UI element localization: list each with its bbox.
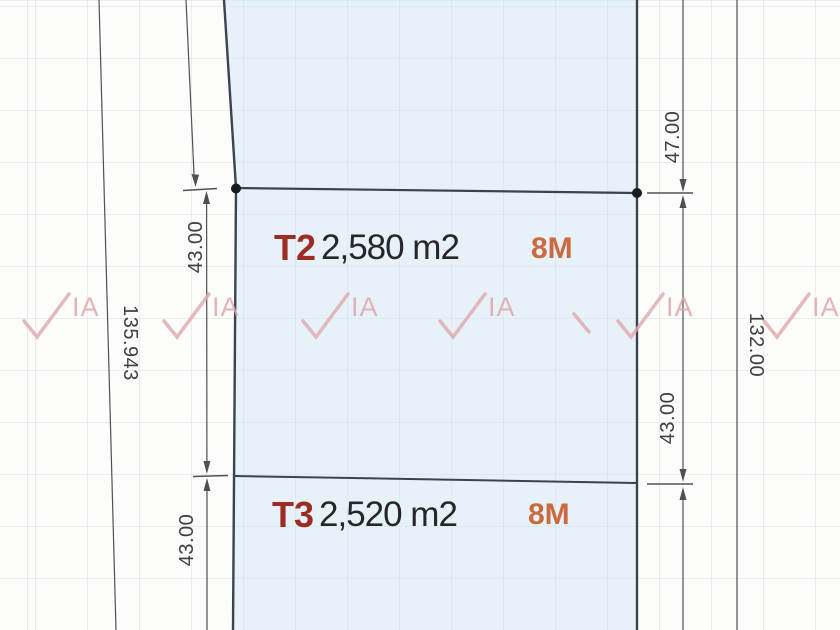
boundary-t3-top (234, 475, 638, 484)
watermark-stray-stroke (572, 312, 591, 334)
boundary-left (231, 186, 238, 630)
parcel-t3-area: 2,520 m2 (319, 495, 458, 534)
tick-left-upper (182, 187, 218, 192)
parcel-t1-shape (224, 0, 637, 193)
parcel-t2-width-label: 8M (531, 232, 573, 265)
arrow-topleft-down-icon (191, 174, 199, 187)
dim-right-lower: 43.00 (657, 391, 679, 445)
dim-left-lower: 43.00 (176, 513, 198, 567)
parcel-t2-id: T2 (274, 227, 317, 268)
dim-outer-left: 135.943 (119, 305, 141, 381)
parcel-t3-shape (233, 476, 637, 630)
arrow-right-43-up-icon (679, 195, 687, 208)
parcel-t3-id: T3 (272, 494, 315, 535)
dim-left-upper: 43.00 (185, 220, 207, 274)
boundary-t2-top (234, 186, 639, 195)
parcel-t2-shape (235, 188, 637, 483)
arrow-left-up-icon (203, 191, 210, 204)
dimline-outer-left (98, 0, 117, 630)
arrow-left-down-icon (203, 461, 211, 474)
arrow-right-47-down-icon (679, 179, 687, 192)
tick-left-lower (192, 474, 229, 478)
watermark-1 (22, 290, 102, 339)
arrow-left-lower-up-icon (203, 478, 211, 491)
survey-point-left (231, 183, 241, 194)
dimline-topleft-slant (185, 0, 195, 175)
watermark-6 (762, 290, 840, 339)
arrow-right-43-down-icon (679, 469, 687, 482)
arrow-right-lower-up-icon (679, 487, 687, 500)
survey-point-right (632, 188, 642, 198)
dim-outer-right: 132.00 (745, 312, 767, 378)
parcel-t2-area: 2,580 m2 (321, 228, 460, 267)
parcel-t3-width-label: 8M (528, 498, 570, 531)
boundary-left-slant (222, 0, 238, 190)
dim-right-upper: 47.00 (662, 110, 684, 164)
